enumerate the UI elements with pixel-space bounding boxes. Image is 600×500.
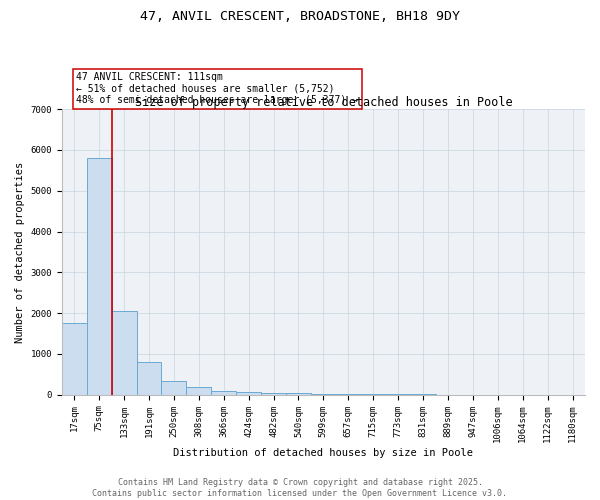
Bar bbox=[112, 311, 137, 394]
Bar bbox=[211, 390, 236, 394]
Bar bbox=[86, 158, 112, 394]
Bar bbox=[236, 392, 261, 394]
Text: Contains HM Land Registry data © Crown copyright and database right 2025.
Contai: Contains HM Land Registry data © Crown c… bbox=[92, 478, 508, 498]
Bar bbox=[137, 362, 161, 394]
Bar bbox=[261, 392, 286, 394]
Title: Size of property relative to detached houses in Poole: Size of property relative to detached ho… bbox=[134, 96, 512, 109]
Y-axis label: Number of detached properties: Number of detached properties bbox=[15, 162, 25, 342]
Text: 47 ANVIL CRESCENT: 111sqm
← 51% of detached houses are smaller (5,752)
48% of se: 47 ANVIL CRESCENT: 111sqm ← 51% of detac… bbox=[76, 72, 358, 105]
Text: 47, ANVIL CRESCENT, BROADSTONE, BH18 9DY: 47, ANVIL CRESCENT, BROADSTONE, BH18 9DY bbox=[140, 10, 460, 23]
Bar bbox=[62, 323, 86, 394]
Bar bbox=[187, 387, 211, 394]
Bar bbox=[161, 381, 187, 394]
X-axis label: Distribution of detached houses by size in Poole: Distribution of detached houses by size … bbox=[173, 448, 473, 458]
